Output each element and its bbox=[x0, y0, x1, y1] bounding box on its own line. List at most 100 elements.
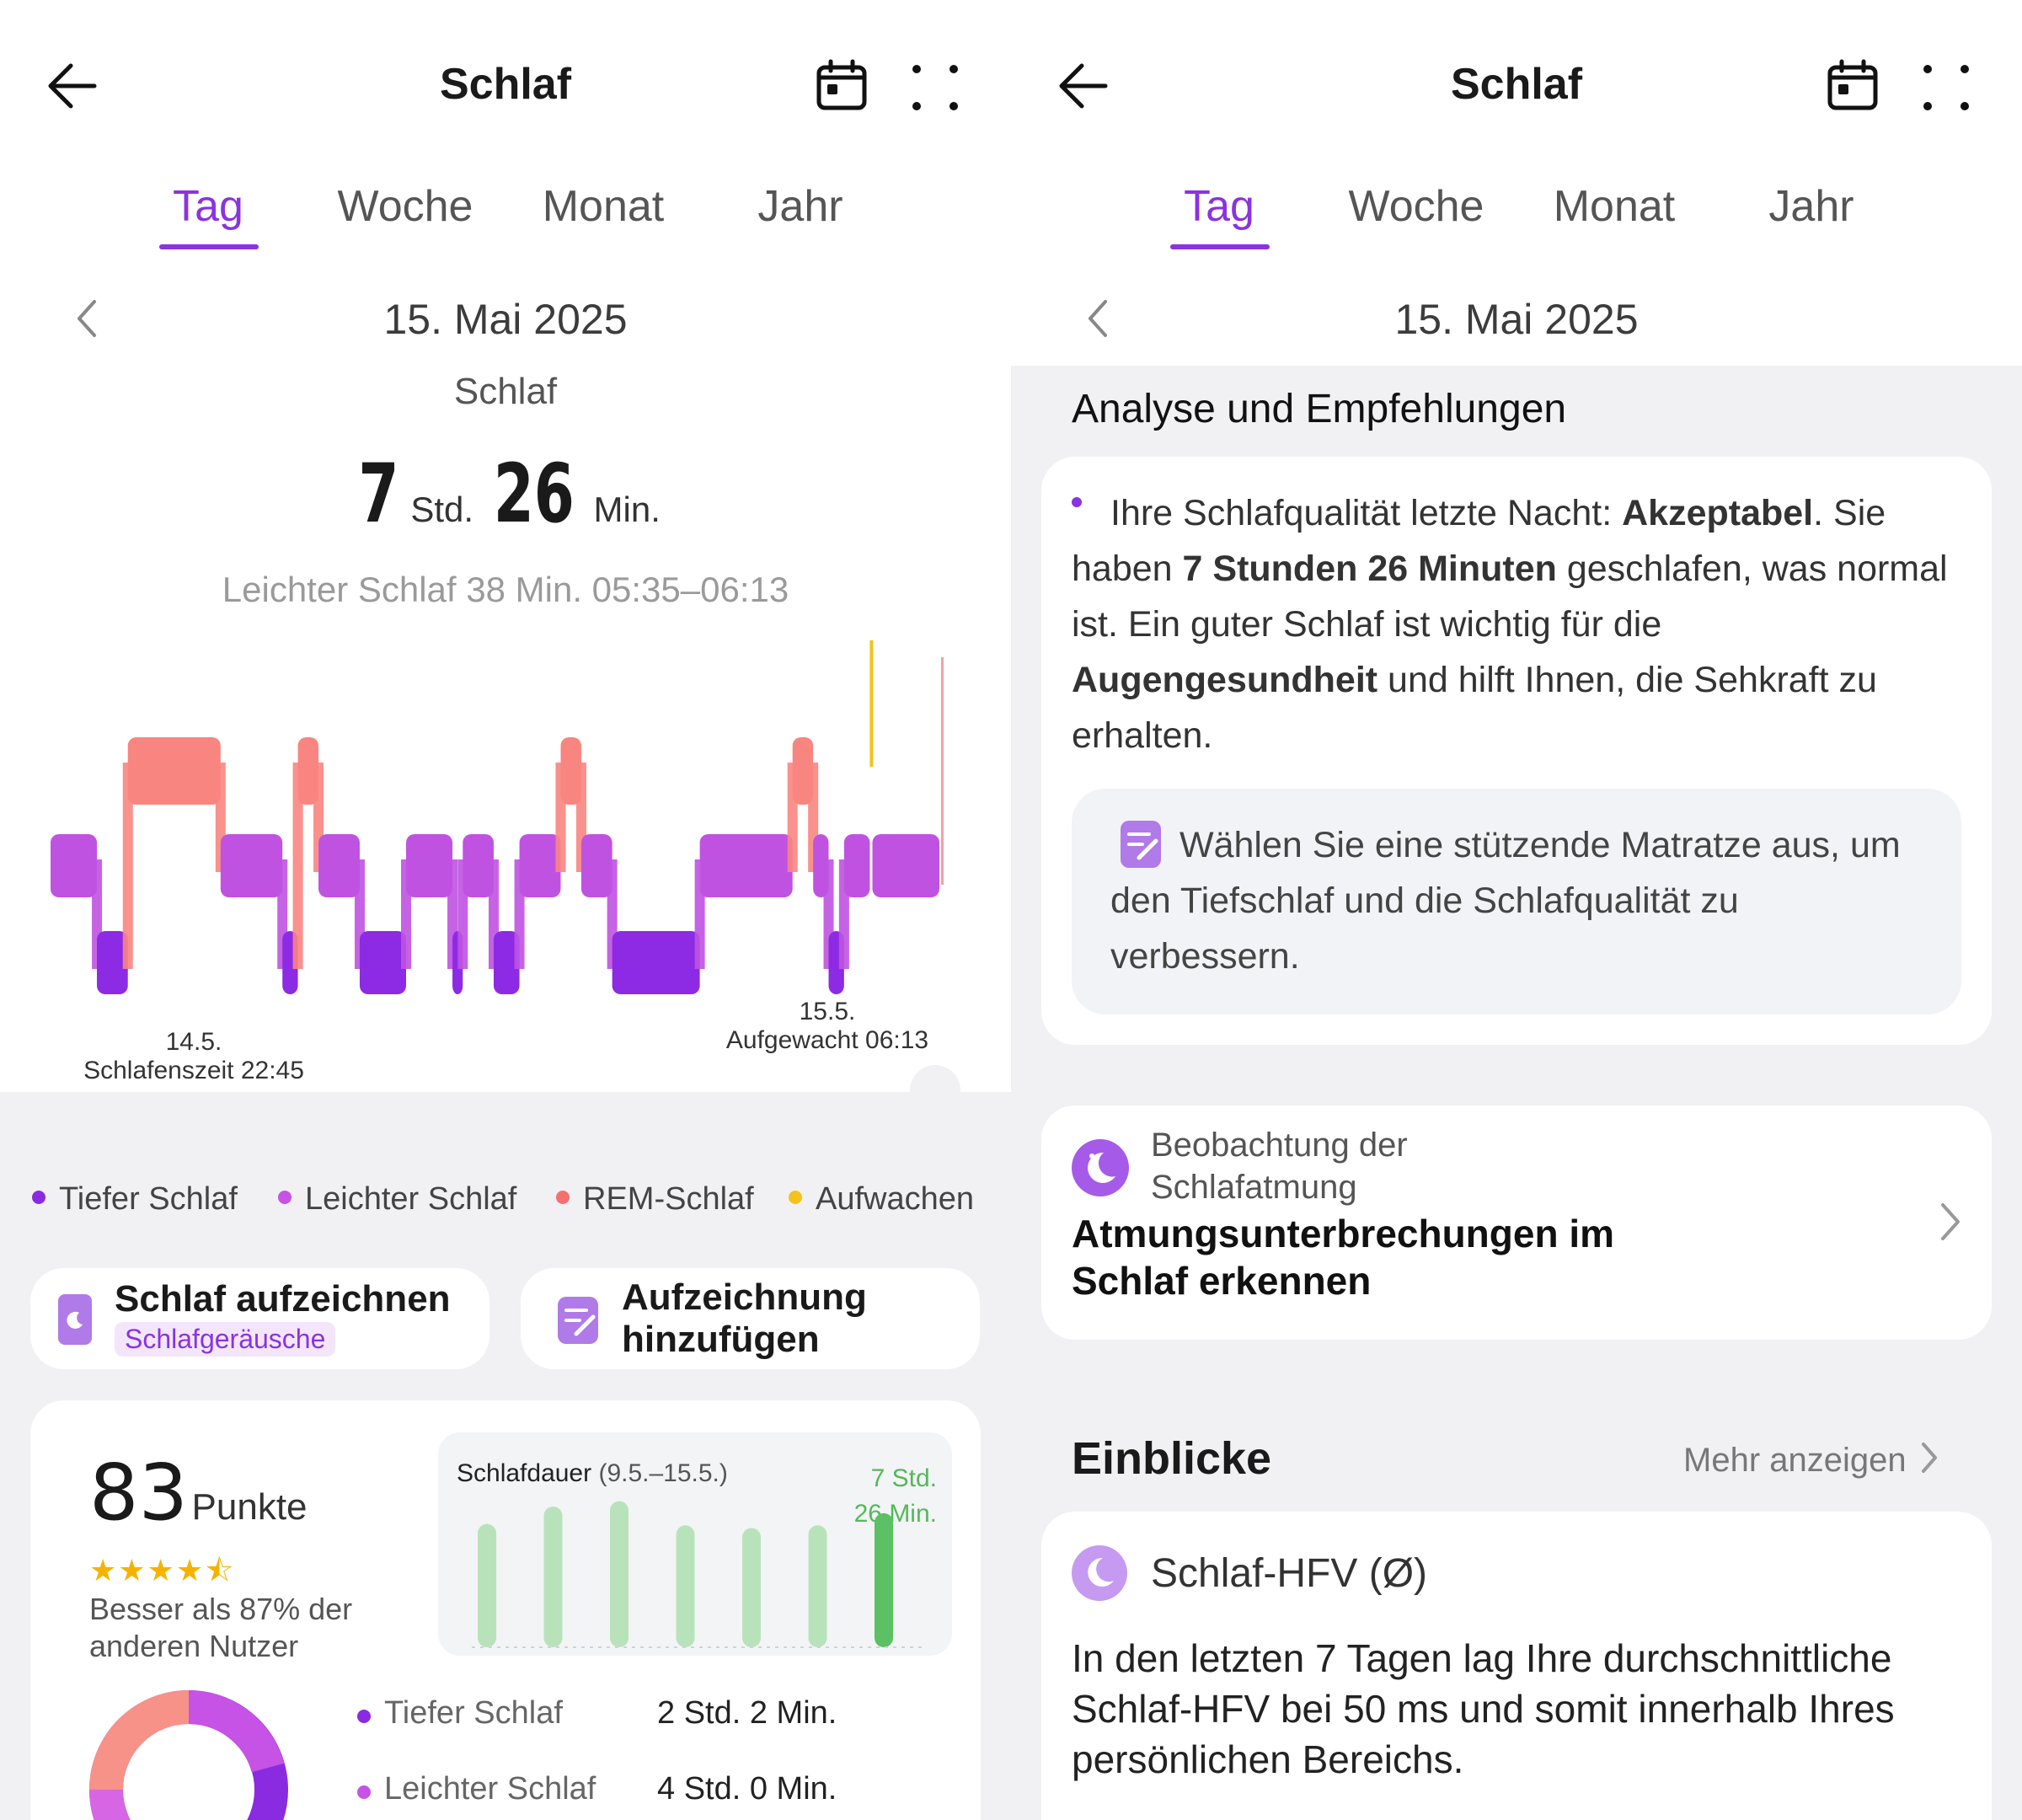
observation-title: Atmungsunterbrechungen im Schlaf erkenne… bbox=[1072, 1210, 1614, 1304]
back-button[interactable] bbox=[42, 52, 110, 120]
mini-chart-bars bbox=[472, 1501, 927, 1648]
score-unit: Punkte bbox=[191, 1486, 308, 1528]
record-sleep-label: Schlaf aufzeichnen bbox=[115, 1278, 451, 1320]
summary-part: . Sie haben bbox=[1072, 493, 1886, 589]
show-more-link[interactable]: Mehr anzeigen bbox=[1683, 1441, 1940, 1480]
chart-start-label: 14.5. Schlafenszeit 22:45 bbox=[51, 1028, 337, 1085]
sleep-stage-segment bbox=[519, 834, 561, 897]
selection-cursor bbox=[941, 657, 944, 885]
chevron-left-icon bbox=[78, 300, 96, 337]
bedtime-label: Schlafenszeit 22:45 bbox=[83, 1057, 304, 1084]
sleep-stage-segment bbox=[463, 834, 494, 897]
stage-transition bbox=[292, 763, 303, 969]
summary-part: und hilft Ihnen, die Sehkraft zu erhalte… bbox=[1072, 660, 1877, 756]
breathing-observation-card[interactable]: Beobachtung der Schlafatmung Atmungsunte… bbox=[1041, 1105, 1992, 1340]
stat-label: Tiefer Schlaf bbox=[384, 1695, 563, 1731]
stat-dot bbox=[357, 1709, 371, 1723]
start-date-label: 14.5. bbox=[165, 1028, 222, 1056]
page-title: Schlaf bbox=[439, 60, 572, 109]
duration-minutes-unit: Min. bbox=[593, 490, 661, 529]
add-record-button[interactable]: Aufzeichnung hinzufügen bbox=[521, 1268, 980, 1369]
chart-legend: Tiefer Schlaf Leichter Schlaf REM-Schlaf… bbox=[32, 1181, 992, 1223]
stat-label: Leichter Schlaf bbox=[384, 1771, 596, 1807]
top-section bbox=[1011, 0, 2022, 366]
add-record-label-line1: Aufzeichnung bbox=[622, 1277, 867, 1318]
weekly-duration-chart[interactable]: Schlafdauer (9.5.–15.5.) 7 Std. 26 Min. bbox=[438, 1432, 952, 1656]
legend-deep-sleep: Tiefer Schlaf bbox=[32, 1181, 238, 1218]
tab-tag[interactable]: Tag bbox=[173, 182, 243, 231]
chart-scrub-handle[interactable] bbox=[910, 1065, 960, 1116]
observation-title-line2: Schlaf erkennen bbox=[1072, 1259, 1372, 1303]
tab-monat[interactable]: Monat bbox=[542, 182, 665, 231]
mini-bar bbox=[676, 1525, 695, 1647]
star-rating: ★★★★⯪ bbox=[89, 1553, 236, 1587]
arrow-left-icon bbox=[48, 63, 97, 109]
back-button[interactable] bbox=[1053, 52, 1121, 120]
analysis-section-title: Analyse und Empfehlungen bbox=[1072, 387, 1567, 431]
tab-woche[interactable]: Woche bbox=[1348, 182, 1484, 231]
score-comparison-line2: anderen Nutzer bbox=[89, 1629, 299, 1663]
mini-bar bbox=[875, 1512, 893, 1647]
end-date-label: 15.5. bbox=[799, 998, 856, 1025]
hrv-card-text: In den letzten 7 Tagen lag Ihre durchsch… bbox=[1072, 1636, 1895, 1781]
previous-date-button[interactable] bbox=[1080, 293, 1114, 344]
mini-chart-range: (9.5.–15.5.) bbox=[598, 1459, 728, 1487]
show-more-label: Mehr anzeigen bbox=[1683, 1442, 1907, 1479]
note-edit-icon bbox=[558, 1297, 598, 1344]
active-tab-indicator bbox=[1170, 244, 1270, 249]
legend-label: Leichter Schlaf bbox=[305, 1181, 517, 1217]
legend-label: Aufwachen bbox=[816, 1181, 975, 1217]
more-dots-icon bbox=[1923, 65, 1969, 110]
tab-woche[interactable]: Woche bbox=[337, 182, 473, 231]
sleep-stage-segment bbox=[580, 834, 612, 897]
hrv-insight-card[interactable]: Schlaf-HFV (Ø) In den letzten 7 Tagen la… bbox=[1041, 1512, 1992, 1820]
calendar-icon bbox=[1827, 59, 1878, 110]
tab-jahr[interactable]: Jahr bbox=[1768, 182, 1854, 231]
eye-health-bold: Augengesundheit bbox=[1072, 660, 1378, 700]
more-options-button[interactable] bbox=[912, 64, 959, 111]
tab-jahr[interactable]: Jahr bbox=[757, 182, 843, 231]
sleep-analysis-screen: Schlaf Tag Woche Monat Jahr 15. Mai 2025… bbox=[1011, 0, 2022, 1820]
stat-dot bbox=[357, 1785, 371, 1799]
sleep-stage-segment bbox=[699, 834, 793, 897]
mini-bar bbox=[742, 1528, 761, 1647]
legend-rem-sleep: REM-Schlaf bbox=[556, 1181, 754, 1218]
wake-time-label: Aufgewacht 06:13 bbox=[725, 1026, 929, 1054]
sleep-stage-segment bbox=[97, 931, 128, 994]
hrv-card-title: Schlaf-HFV (Ø) bbox=[1151, 1551, 1428, 1596]
selected-date: 15. Mai 2025 bbox=[383, 296, 628, 343]
calendar-button[interactable] bbox=[1827, 59, 1879, 111]
observation-category: Beobachtung der Schlafatmung bbox=[1151, 1124, 1408, 1208]
sleep-stage-segment bbox=[220, 834, 283, 897]
more-dots-icon bbox=[912, 65, 958, 110]
legend-label: REM-Schlaf bbox=[583, 1181, 754, 1217]
observation-title-line1: Atmungsunterbrechungen im bbox=[1072, 1212, 1615, 1255]
mini-chart-value-minutes: 26 Min. bbox=[853, 1500, 937, 1528]
calendar-icon bbox=[816, 59, 867, 110]
chart-end-label: 15.5. Aufgewacht 06:13 bbox=[699, 998, 955, 1055]
mini-chart-title-text: Schlafdauer bbox=[457, 1459, 592, 1487]
more-options-button[interactable] bbox=[1923, 64, 1970, 111]
stage-transition bbox=[122, 763, 133, 969]
sleep-stage-segment bbox=[493, 931, 520, 994]
tab-monat[interactable]: Monat bbox=[1553, 182, 1676, 231]
metric-label: Schlaf bbox=[453, 371, 558, 412]
sleep-stage-segment bbox=[359, 931, 406, 994]
selected-date: 15. Mai 2025 bbox=[1394, 296, 1639, 343]
tab-tag[interactable]: Tag bbox=[1184, 182, 1254, 231]
duration-hours: 7 bbox=[358, 447, 399, 541]
recommendation-box: Wählen Sie eine stützende Matratze aus, … bbox=[1072, 789, 1961, 1014]
sleep-hrv-icon bbox=[1072, 1545, 1127, 1601]
sleep-day-overview-screen: Schlaf Tag Woche Monat Jahr 15. Mai 2025… bbox=[0, 0, 1011, 1820]
duration-minutes: 26 bbox=[493, 447, 575, 541]
duration-hours-unit: Std. bbox=[410, 490, 474, 529]
calendar-button[interactable] bbox=[816, 59, 868, 111]
score-comparison: Besser als 87% der anderen Nutzer bbox=[89, 1591, 352, 1665]
previous-date-button[interactable] bbox=[69, 293, 103, 344]
sleep-stage-chart[interactable] bbox=[51, 624, 960, 1020]
legend-dot bbox=[789, 1190, 802, 1204]
selected-stage-info: Leichter Schlaf 38 Min. 05:35–06:13 bbox=[222, 570, 789, 609]
mini-bar bbox=[610, 1501, 629, 1647]
sleep-stage-segment bbox=[612, 931, 700, 994]
record-sleep-button[interactable]: Schlaf aufzeichnen Schlafgeräusche bbox=[30, 1268, 489, 1369]
